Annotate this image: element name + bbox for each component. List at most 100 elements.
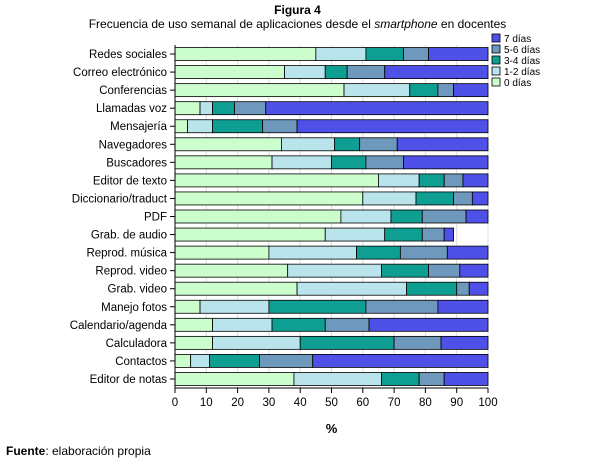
bar-segment-conferencias-1-2-dias [343, 83, 411, 98]
bar-segment-pdf-0-dias [174, 209, 342, 224]
category-label: Calculadora [106, 338, 168, 350]
category-label: Calendario/agenda [70, 320, 168, 332]
category-label: Navegadores [99, 139, 168, 151]
legend-swatch-1-2-dias [491, 66, 501, 76]
legend-swatch-5-6-dias [491, 44, 501, 54]
bar-segment-reprod-musica-5-6-dias [399, 245, 448, 260]
bar-segment-diccionario-traduct-7-dias [471, 191, 489, 206]
bar-segment-pdf-1-2-dias [340, 209, 392, 224]
bar-segment-llamadas-voz-0-dias [174, 101, 201, 116]
bar-segment-calculadora-5-6-dias [393, 335, 442, 350]
source-text: : elaboración propia [45, 444, 151, 458]
legend-label-7-dias: 7 días [504, 34, 531, 45]
category-label: Diccionario/traduct [72, 193, 168, 205]
legend-label-0-dias: 0 días [504, 78, 531, 89]
bar-segment-contactos-1-2-dias [190, 354, 210, 368]
legend-label-5-6-dias: 5-6 días [504, 45, 540, 56]
bar-segment-correo-electronico-0-dias [174, 65, 285, 79]
bar-segment-grab-de-audio-0-dias [174, 227, 326, 242]
bar-segment-editor-de-texto-0-dias [174, 173, 379, 188]
bar-segment-pdf-5-6-dias [421, 209, 467, 224]
bar-segment-editor-de-notas-5-6-dias [418, 372, 445, 386]
legend-swatch-7-dias [491, 33, 501, 43]
x-tick-label: 30 [263, 397, 276, 409]
bar-segment-editor-de-texto-3-4-dias [418, 173, 445, 188]
bar-segment-calendario-agenda-0-dias [174, 317, 213, 332]
bar-segment-diccionario-traduct-1-2-dias [362, 191, 417, 206]
bar-segment-contactos-0-dias [174, 354, 192, 368]
category-label: Contactos [115, 356, 167, 368]
bar-segment-calculadora-3-4-dias [299, 335, 395, 350]
bar-segment-conferencias-5-6-dias [437, 83, 454, 98]
bar-segment-contactos-7-dias [312, 354, 489, 368]
x-axis-label: % [326, 421, 338, 436]
bar-segment-manejo-fotos-5-6-dias [365, 299, 439, 314]
bar-segment-pdf-7-dias [465, 209, 489, 224]
category-label: Mensajería [110, 121, 167, 133]
bar-segment-diccionario-traduct-0-dias [174, 191, 364, 206]
bar-segment-calendario-agenda-5-6-dias [324, 317, 370, 332]
category-label: Buscadores [106, 157, 167, 169]
bar-segment-redes-sociales-3-4-dias [365, 47, 404, 61]
bar-segment-navegadores-1-2-dias [281, 137, 336, 152]
bar-segment-llamadas-voz-5-6-dias [234, 101, 267, 116]
bar-segment-editor-de-notas-1-2-dias [293, 372, 382, 386]
x-tick-label: 40 [294, 397, 307, 409]
bar-segment-mensajeria-0-dias [174, 119, 188, 134]
bar-segment-editor-de-notas-0-dias [174, 372, 295, 386]
bar-segment-mensajeria-3-4-dias [212, 119, 264, 134]
bar-segment-correo-electronico-5-6-dias [346, 65, 386, 79]
bar-segment-reprod-musica-1-2-dias [268, 245, 357, 260]
bar-segment-diccionario-traduct-3-4-dias [415, 191, 454, 206]
bar-segment-manejo-fotos-1-2-dias [199, 299, 270, 314]
x-tick-label: 70 [388, 397, 401, 409]
category-label: Correo electrónico [73, 67, 167, 79]
bar-segment-llamadas-voz-7-dias [265, 101, 489, 116]
category-label: Conferencias [99, 85, 167, 97]
bar-segment-reprod-video-7-dias [459, 263, 489, 278]
chart-title-part-2: en docentes [437, 17, 507, 31]
bar-segment-navegadores-3-4-dias [334, 137, 361, 152]
category-label: Editor de notas [90, 374, 168, 386]
bar-segment-grab-video-0-dias [174, 281, 298, 296]
bar-segment-grab-video-1-2-dias [296, 281, 408, 296]
source-label: Fuente [6, 444, 46, 458]
legend-swatch-3-4-dias [491, 55, 501, 65]
category-label: Llamadas voz [96, 103, 167, 115]
bar-segment-buscadores-0-dias [174, 155, 273, 170]
x-tick-label: 10 [200, 397, 213, 409]
bar-segment-navegadores-7-dias [396, 137, 489, 152]
bar-segment-grab-de-audio-7-dias [443, 227, 454, 242]
bar-segment-redes-sociales-5-6-dias [403, 47, 429, 61]
legend-label-3-4-dias: 3-4 días [504, 56, 540, 67]
bar-segment-calculadora-1-2-dias [212, 335, 301, 350]
bar-segment-redes-sociales-0-dias [174, 47, 317, 61]
bar-segment-conferencias-7-dias [453, 83, 489, 98]
bar-segment-correo-electronico-3-4-dias [324, 65, 348, 79]
bar-segment-mensajeria-1-2-dias [187, 119, 213, 134]
bar-segment-calendario-agenda-1-2-dias [212, 317, 273, 332]
category-label: Grab. video [108, 284, 167, 296]
bar-segment-calculadora-0-dias [174, 335, 213, 350]
bar-segment-grab-de-audio-5-6-dias [421, 227, 445, 242]
bar-segment-navegadores-5-6-dias [359, 137, 398, 152]
bar-segment-grab-video-5-6-dias [456, 281, 470, 296]
bar-segment-reprod-musica-7-dias [446, 245, 489, 260]
legend-label-1-2-dias: 1-2 días [504, 67, 540, 78]
bar-segment-buscadores-5-6-dias [365, 155, 404, 170]
bar-segment-reprod-video-1-2-dias [287, 263, 382, 278]
category-label: Reprod. música [86, 248, 167, 260]
bar-segment-editor-de-notas-3-4-dias [381, 372, 420, 386]
bar-segment-navegadores-0-dias [174, 137, 282, 152]
bar-segment-grab-de-audio-3-4-dias [384, 227, 423, 242]
bar-segment-diccionario-traduct-5-6-dias [453, 191, 473, 206]
bar-segment-correo-electronico-7-dias [384, 65, 489, 79]
source-note: Fuente: elaboración propia [6, 444, 151, 458]
bar-segment-reprod-video-3-4-dias [381, 263, 429, 278]
category-label: PDF [144, 212, 167, 224]
category-label: Manejo fotos [101, 302, 167, 314]
bar-segment-reprod-musica-0-dias [174, 245, 270, 260]
category-label: Grab. de audio [91, 230, 167, 242]
bar-segment-reprod-musica-3-4-dias [356, 245, 401, 260]
